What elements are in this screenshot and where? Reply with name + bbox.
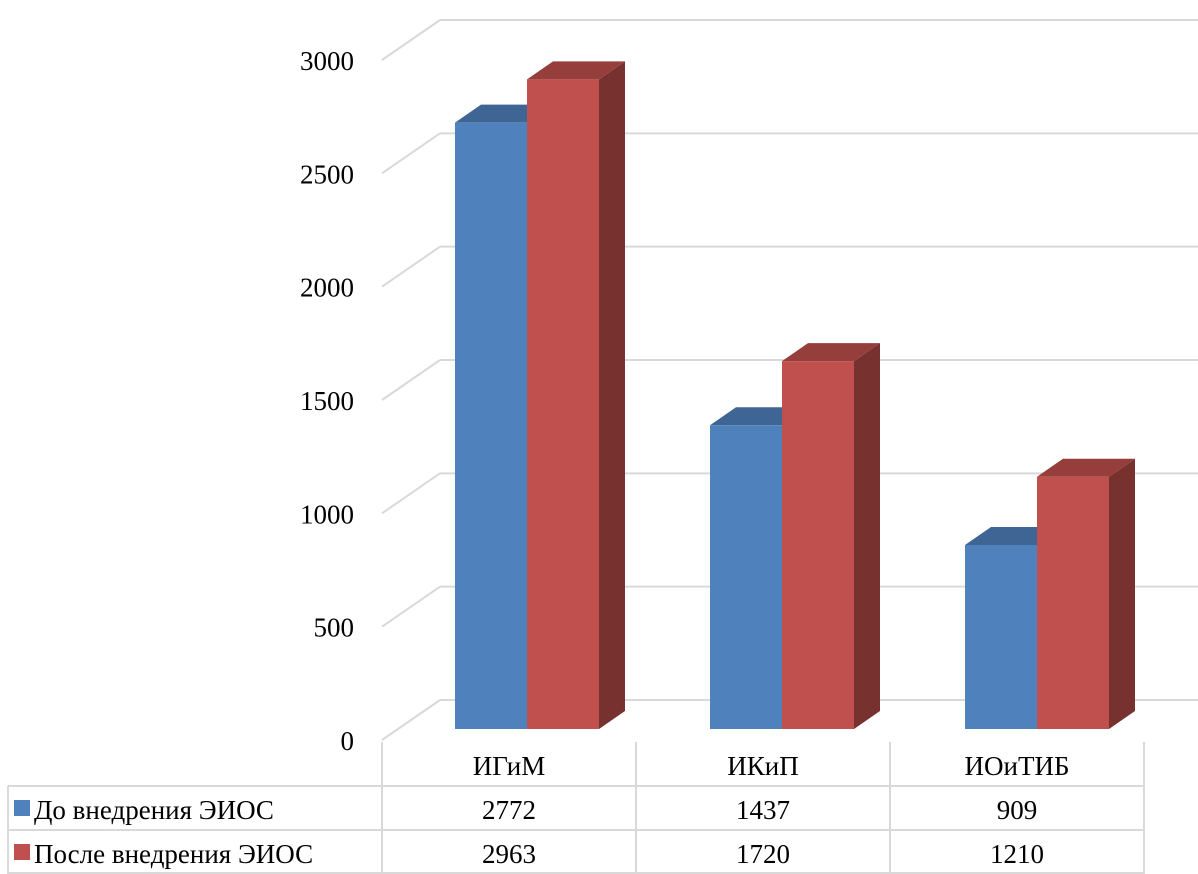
legend-label: После внедрения ЭИОС (34, 839, 313, 869)
bar-top (527, 61, 625, 80)
bar-front (782, 361, 854, 729)
y-axis-ticks: 0 500 1000 1500 2000 2500 3000 (300, 46, 354, 756)
data-label: 1720 (736, 839, 790, 869)
data-table: ИГиМ ИКиП ИОиТИБ До внедрения ЭИОС 2772 1437 9… (7, 742, 1145, 874)
data-label: 909 (997, 795, 1038, 825)
y-tick-label: 2500 (300, 159, 354, 189)
bar-side (854, 343, 880, 729)
data-label: 2963 (482, 839, 536, 869)
bar (1037, 458, 1135, 729)
bar-top (1037, 458, 1135, 477)
data-label: 1210 (990, 839, 1044, 869)
gridline-diagonal (381, 699, 441, 741)
y-tick-label: 2000 (300, 273, 354, 303)
legend-label: До внедрения ЭИОС (34, 795, 274, 825)
gridline-diagonal (381, 19, 441, 61)
y-tick-label: 1500 (300, 386, 354, 416)
y-tick-label: 3000 (300, 46, 354, 76)
bars (455, 61, 1135, 730)
bar-top (782, 343, 880, 362)
x-tick-label: ИОиТИБ (965, 751, 1070, 781)
x-tick-label: ИКиП (727, 751, 798, 781)
bar-front (710, 425, 782, 729)
legend-swatch (14, 844, 30, 860)
y-tick-label: 1000 (300, 499, 354, 529)
data-label: 2772 (482, 795, 536, 825)
y-tick-label: 500 (314, 613, 355, 643)
bar-side (1109, 458, 1135, 729)
legend-swatch (14, 800, 30, 816)
gridline-diagonal (381, 359, 441, 401)
bar-front (455, 122, 527, 730)
bar (782, 343, 880, 729)
bar-front (1037, 476, 1109, 729)
gridline-diagonal (381, 472, 441, 515)
data-label: 1437 (736, 795, 790, 825)
y-tick-label: 0 (341, 726, 355, 756)
bar (527, 61, 625, 730)
gridline-diagonal (381, 245, 441, 288)
bar-side (599, 61, 625, 730)
gridline-diagonal (381, 132, 441, 175)
bar-front (965, 544, 1037, 729)
x-tick-label: ИГиМ (473, 751, 546, 781)
gridline-diagonal (381, 585, 441, 628)
bar-front (527, 79, 599, 730)
